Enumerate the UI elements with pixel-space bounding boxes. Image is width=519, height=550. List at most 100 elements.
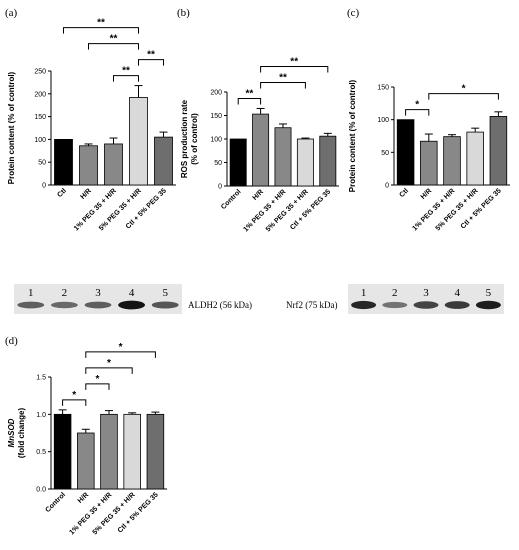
bar [100,413,118,490]
lane-number: 2 [62,287,68,299]
significance-label: ** [246,88,254,99]
x-category-label: 1% PEG 35 + H/R [68,491,113,536]
western-blot-1: 1 2 3 4 5 ALDH2 (56 kDa) [14,284,252,314]
x-category-label: H/R [77,491,90,504]
y-tick-label: 150 [210,113,222,120]
lane-number: 1 [361,287,367,299]
panel-label: (d) [5,335,18,347]
y-axis-label-2: (fold change) [17,408,26,459]
lane-number: 5 [486,287,492,299]
lane-number: 5 [162,287,168,299]
y-axis-label-1: ROS production rate [180,99,189,178]
bar [129,97,148,186]
lane-number: 4 [454,287,460,299]
y-tick-label: 0 [385,183,389,190]
blot-band [84,301,112,309]
x-category-label: 1% PEG 35 + H/R [73,187,118,232]
significance-bracket [88,43,139,50]
x-category-label: Ctl [398,187,410,199]
bar [396,119,415,186]
significance-bracket [85,367,133,374]
significance-label: * [72,390,76,401]
blot-label: ALDH2 (56 kDa) [188,300,252,310]
x-category-label: 1% PEG 35 + H/R [242,188,287,233]
western-blot-2: 1 2 3 4 5 Nrf2 (75 kDa) [286,284,504,314]
chart-panel-3: (c) 0 50 100 150 Protein content (% of contro… [347,7,510,232]
significance-label: * [415,100,419,111]
x-category-label: H/R [79,187,92,200]
y-tick-label: 0.5 [36,449,46,456]
blot-band [50,301,78,309]
significance-bracket [113,75,139,82]
blot-band [351,300,377,310]
x-category-label: 1% PEG 35 + H/R [411,187,456,232]
blot-band [413,301,439,309]
blot-band [118,300,146,310]
y-tick-label: 1.5 [36,375,46,382]
y-axis-label: Protein content (% of control) [7,71,16,184]
lane-number: 1 [28,287,34,299]
y-tick-label: 200 [34,91,46,98]
blot-band [151,301,179,309]
blot-label: Nrf2 (75 kDa) [286,300,337,310]
x-category-label: Ctl + 5% PEG 35 [117,491,160,534]
x-category-label: 5% PEG 35 + H/R [265,188,310,233]
y-axis-label: Protein content (% of control) [348,79,357,192]
bar [274,127,292,187]
significance-bracket [85,351,156,358]
y-tick-label: 250 [34,69,46,76]
bar [77,432,95,490]
bar [319,135,337,187]
significance-label: ** [110,34,118,45]
significance-label: ** [290,56,298,67]
bar [79,145,98,186]
significance-bracket [63,27,139,34]
x-category-label: Ctl + 5% PEG 35 [460,187,503,230]
x-category-label: Control [220,188,243,211]
significance-bracket [85,383,110,390]
x-category-label: 5% PEG 35 + H/R [98,187,143,232]
bar [104,143,123,186]
significance-label: ** [279,72,287,83]
bar [54,138,73,186]
y-tick-label: 1.0 [36,412,46,419]
y-tick-label: 50 [214,160,222,167]
x-category-label: Control [44,491,67,514]
y-tick-label: 0 [42,183,46,190]
significance-bracket [260,65,329,73]
bar [252,113,270,187]
blot-membrane [14,284,182,314]
panel-label: (b) [177,7,190,19]
significance-bracket [428,93,499,100]
chart-panel-4: (d) 0.0 0.5 1.0 1.5 MnSOD (fold change) Control… [5,335,167,536]
significance-label: * [107,358,111,369]
bar [53,413,72,490]
chart-panel-1: (a) 0 50 100 150 200 250 Protein content (% of … [5,7,176,232]
y-tick-label: 0 [218,184,222,191]
significance-label: * [119,342,123,353]
significance-label: * [462,84,466,95]
significance-bracket [260,81,306,89]
y-tick-label: 100 [34,137,46,144]
significance-label: ** [122,66,130,77]
x-category-label: Ctl + 5% PEG 35 [289,188,332,231]
lane-number: 2 [392,287,398,299]
y-tick-label: 0.0 [36,487,46,494]
y-axis-label-2: (% of control) [190,113,199,165]
x-category-label: 5% PEG 35 + H/R [92,491,137,536]
x-category-label: H/R [420,187,433,200]
y-tick-label: 50 [381,150,389,157]
bar [229,138,247,187]
significance-bracket [405,109,430,116]
lane-number: 3 [95,287,101,299]
panel-label: (c) [347,7,360,19]
y-axis-label: MnSOD [7,418,16,447]
blot-membrane [348,284,504,314]
bar [489,116,508,186]
y-tick-label: 200 [210,90,222,97]
bar [123,413,141,490]
significance-bracket [138,59,164,66]
y-tick-label: 100 [210,137,222,144]
blot-band [17,301,45,309]
